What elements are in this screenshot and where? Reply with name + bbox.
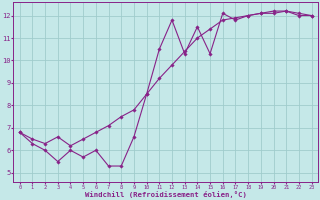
X-axis label: Windchill (Refroidissement éolien,°C): Windchill (Refroidissement éolien,°C)	[85, 191, 247, 198]
